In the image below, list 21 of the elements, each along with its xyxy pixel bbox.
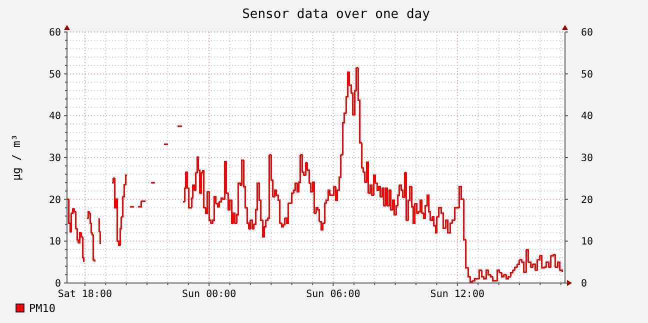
y-tick-label: 40: [48, 111, 61, 122]
y2-tick-label: 0: [581, 278, 588, 290]
legend-label: PM10: [29, 302, 56, 315]
y2-tick-label: 50: [581, 69, 594, 80]
x-tick-label: Sun 12:00: [430, 289, 484, 300]
y-tick-label: 60: [48, 28, 61, 38]
y2-tick-label: 60: [581, 28, 594, 38]
y2-tick-label: 30: [581, 153, 594, 164]
x-tick-label: Sat 18:00: [58, 289, 112, 300]
y2-tick-label: 10: [581, 236, 594, 248]
y2-tick-label: 40: [581, 111, 594, 122]
y-tick-label: 20: [48, 194, 61, 206]
y-tick-label: 10: [48, 236, 61, 248]
y-tick-label: 0: [54, 278, 61, 290]
y-tick-label: 30: [48, 153, 61, 164]
y2-tick-label: 20: [581, 194, 594, 206]
x-tick-label: Sun 00:00: [182, 289, 236, 300]
y-tick-label: 50: [48, 69, 61, 80]
x-tick-label: Sun 06:00: [306, 289, 360, 300]
y-axis-title: µg / m³: [10, 134, 23, 181]
chart-title: Sensor data over one day: [242, 7, 430, 22]
